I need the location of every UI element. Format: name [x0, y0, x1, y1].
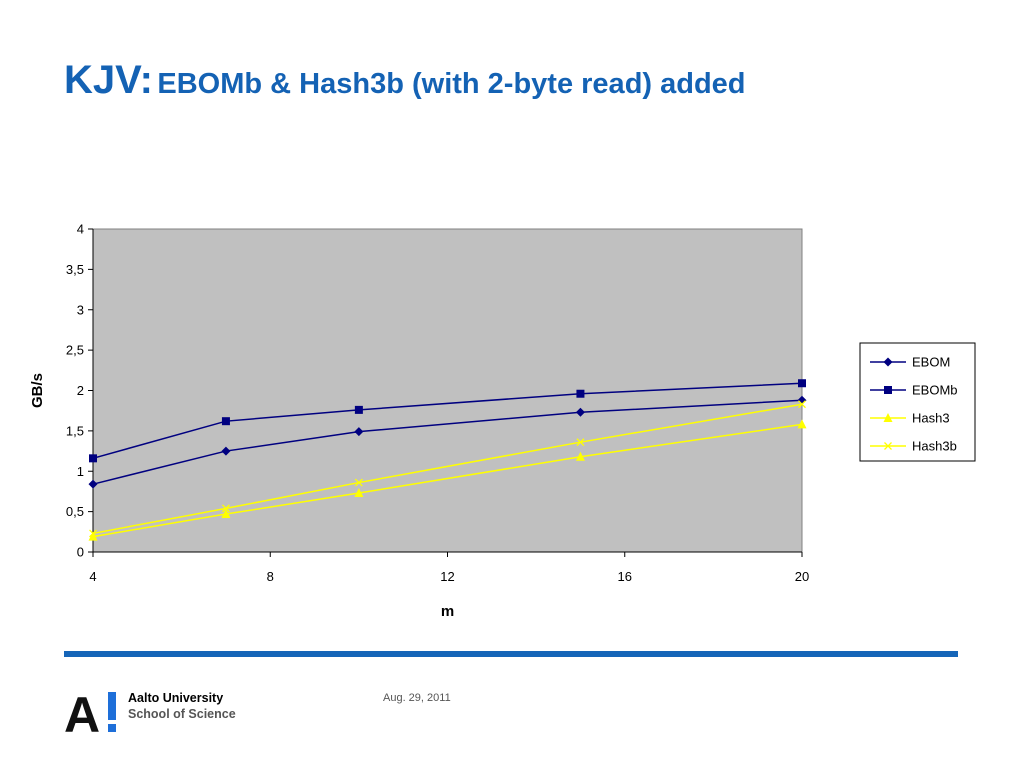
data-point-ebomb	[354, 405, 363, 414]
x-tick-label: 16	[618, 569, 632, 584]
data-point-hash3	[354, 488, 364, 498]
legend-marker-ebom	[883, 357, 893, 367]
plot-area	[92, 228, 803, 553]
data-point-ebom	[221, 446, 231, 456]
data-point-ebomb	[221, 417, 230, 426]
title-main: KJV:	[64, 58, 153, 102]
legend-marker-hash3b	[884, 442, 892, 450]
data-point-hash3b-stroke	[221, 504, 230, 513]
y-tick-label: 2,5	[66, 343, 84, 358]
footer-divider	[64, 651, 958, 657]
legend-label-ebomb: EBOMb	[912, 383, 958, 398]
x-tick-label: 20	[795, 569, 809, 584]
legend-marker-ebomb	[884, 386, 892, 394]
y-tick-label: 3,5	[66, 262, 84, 277]
data-point-hash3	[797, 419, 807, 429]
legend-label-hash3b: Hash3b	[912, 439, 957, 454]
university-line2: School of Science	[128, 707, 236, 721]
footer-date: Aug. 29, 2011	[383, 692, 451, 704]
data-point-hash3b	[354, 478, 363, 487]
data-point-ebom	[354, 427, 364, 437]
data-point-ebomb	[798, 379, 806, 388]
slide-title: KJV: EBOMb & Hash3b (with 2-byte read) a…	[64, 58, 746, 103]
legend-label-ebom: EBOM	[912, 355, 950, 370]
data-point-hash3	[88, 531, 98, 541]
legend-marker-hash3b-stroke	[884, 442, 892, 450]
data-point-hash3b-stroke	[354, 478, 363, 487]
x-tick-label: 8	[267, 569, 274, 584]
data-point-hash3b	[89, 529, 97, 538]
x-tick-label: 4	[89, 569, 96, 584]
aalto-logo-icon: A	[64, 688, 116, 734]
y-tick-label: 1,5	[66, 423, 84, 438]
data-point-hash3b-stroke	[576, 438, 585, 447]
x-axis-label: m	[441, 603, 454, 620]
data-point-hash3b	[576, 438, 585, 447]
y-tick-label: 1	[77, 464, 84, 479]
title-sub: EBOMb & Hash3b (with 2-byte read) added	[157, 68, 746, 100]
data-point-ebomb	[576, 389, 585, 398]
legend-marker-hash3	[883, 413, 893, 422]
y-tick-label: 2	[77, 383, 84, 398]
data-point-hash3b-stroke	[798, 400, 806, 409]
y-tick-label: 4	[77, 222, 84, 237]
y-tick-label: 0	[77, 545, 84, 560]
x-tick-label: 12	[440, 569, 454, 584]
data-point-hash3	[221, 509, 231, 519]
data-point-ebom	[88, 479, 98, 489]
university-name: Aalto University School of Science	[128, 690, 236, 722]
data-point-ebom	[575, 407, 585, 417]
data-point-hash3	[575, 451, 585, 461]
data-point-hash3b	[221, 504, 230, 513]
legend-label-hash3: Hash3	[912, 411, 950, 426]
university-line1: Aalto University	[128, 691, 224, 705]
data-point-hash3b-stroke	[89, 529, 97, 538]
svg-text:A: A	[64, 688, 100, 734]
y-tick-label: 3	[77, 302, 84, 317]
data-point-hash3b	[798, 400, 806, 409]
line-chart: 0 0,5 1 1,5 2 2,5 3 3,5 4 4 8 12 16 20 m GB/s EBOM EBOMb H…	[29, 222, 976, 620]
y-tick-label: 0,5	[66, 504, 84, 519]
y-axis-label: GB/s	[29, 373, 46, 408]
data-point-ebomb	[89, 454, 97, 463]
